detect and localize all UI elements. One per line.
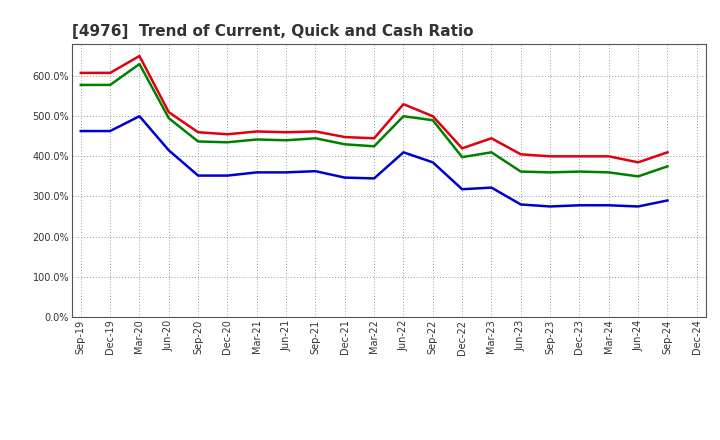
Cash Ratio <box>341 175 349 180</box>
Current Ratio <box>164 110 173 115</box>
Cash Ratio <box>106 128 114 134</box>
Cash Ratio <box>458 187 467 192</box>
Current Ratio <box>223 132 232 137</box>
Current Ratio <box>253 129 261 134</box>
Cash Ratio <box>634 204 642 209</box>
Current Ratio <box>76 70 85 76</box>
Cash Ratio <box>253 170 261 175</box>
Quick Ratio <box>516 169 525 174</box>
Current Ratio <box>634 160 642 165</box>
Cash Ratio <box>311 169 320 174</box>
Quick Ratio <box>282 138 290 143</box>
Cash Ratio <box>428 160 437 165</box>
Quick Ratio <box>106 82 114 88</box>
Current Ratio <box>311 129 320 134</box>
Cash Ratio <box>164 148 173 153</box>
Cash Ratio <box>516 202 525 207</box>
Line: Quick Ratio: Quick Ratio <box>81 64 667 176</box>
Current Ratio <box>135 53 144 59</box>
Current Ratio <box>194 130 202 135</box>
Current Ratio <box>341 135 349 140</box>
Quick Ratio <box>605 170 613 175</box>
Cash Ratio <box>546 204 554 209</box>
Current Ratio <box>370 136 379 141</box>
Quick Ratio <box>634 174 642 179</box>
Quick Ratio <box>546 170 554 175</box>
Cash Ratio <box>223 173 232 178</box>
Cash Ratio <box>575 203 584 208</box>
Quick Ratio <box>253 137 261 142</box>
Text: [4976]  Trend of Current, Quick and Cash Ratio: [4976] Trend of Current, Quick and Cash … <box>72 24 474 39</box>
Cash Ratio <box>663 198 672 203</box>
Current Ratio <box>575 154 584 159</box>
Current Ratio <box>663 150 672 155</box>
Line: Current Ratio: Current Ratio <box>81 56 667 162</box>
Cash Ratio <box>487 185 496 190</box>
Current Ratio <box>605 154 613 159</box>
Quick Ratio <box>399 114 408 119</box>
Cash Ratio <box>605 203 613 208</box>
Quick Ratio <box>194 139 202 144</box>
Current Ratio <box>399 102 408 107</box>
Current Ratio <box>516 152 525 157</box>
Quick Ratio <box>311 136 320 141</box>
Quick Ratio <box>428 117 437 123</box>
Quick Ratio <box>164 116 173 121</box>
Quick Ratio <box>663 164 672 169</box>
Cash Ratio <box>135 114 144 119</box>
Current Ratio <box>458 146 467 151</box>
Quick Ratio <box>341 142 349 147</box>
Current Ratio <box>487 136 496 141</box>
Quick Ratio <box>76 82 85 88</box>
Cash Ratio <box>282 170 290 175</box>
Quick Ratio <box>575 169 584 174</box>
Quick Ratio <box>458 154 467 160</box>
Cash Ratio <box>370 176 379 181</box>
Current Ratio <box>428 114 437 119</box>
Line: Cash Ratio: Cash Ratio <box>81 116 667 206</box>
Cash Ratio <box>399 150 408 155</box>
Quick Ratio <box>135 62 144 67</box>
Quick Ratio <box>370 143 379 149</box>
Current Ratio <box>546 154 554 159</box>
Current Ratio <box>282 130 290 135</box>
Cash Ratio <box>76 128 85 134</box>
Quick Ratio <box>487 150 496 155</box>
Cash Ratio <box>194 173 202 178</box>
Current Ratio <box>106 70 114 76</box>
Quick Ratio <box>223 139 232 145</box>
